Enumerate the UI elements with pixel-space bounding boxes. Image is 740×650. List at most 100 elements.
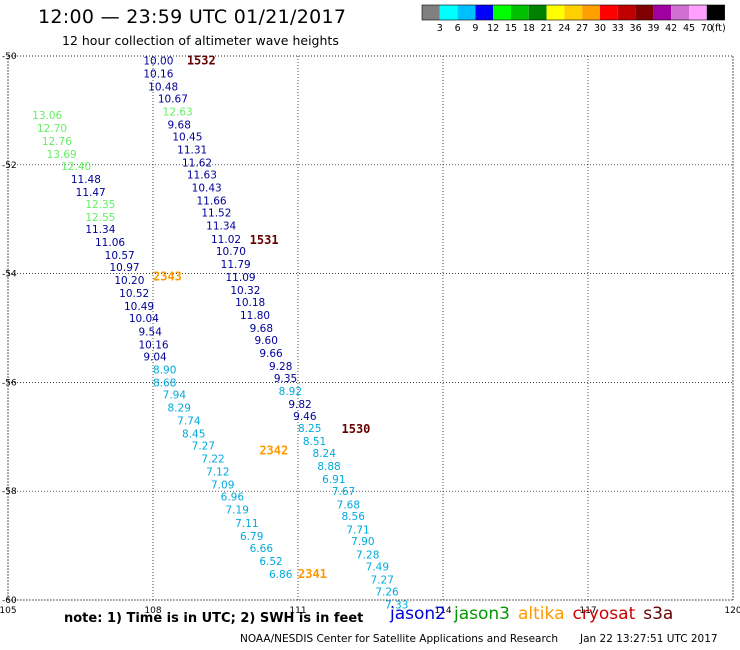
colorbar-label: 45 xyxy=(683,23,695,34)
colorbar-label: 42 xyxy=(665,23,677,34)
pass-time-label: 1531 xyxy=(250,233,279,247)
color-scale-bar: 3 6 9 12 15 18 21 24 27 30 33 36 39 42 45 70(ft) xyxy=(421,4,726,34)
wave-height-value: 10.97 xyxy=(110,262,140,274)
lon-tick-label: 114 xyxy=(434,606,451,616)
pass-time-label: 2343 xyxy=(153,269,182,283)
wave-height-value: 10.67 xyxy=(158,93,188,105)
wave-height-value: 7.74 xyxy=(177,415,201,427)
colorbar-swatch xyxy=(671,5,689,20)
wave-height-value: 7.27 xyxy=(371,574,394,586)
lat-tick-label: -52 xyxy=(2,161,17,171)
wave-height-value: 8.25 xyxy=(298,423,321,435)
colorbar-swatch xyxy=(493,5,511,20)
satellite-legend: jason2 jason3 altika cryosat s3a xyxy=(390,604,681,624)
wave-height-value: 6.52 xyxy=(259,556,282,568)
lat-tick-label: -56 xyxy=(2,378,17,388)
page-subtitle: 12 hour collection of altimeter wave hei… xyxy=(62,33,339,48)
wave-height-value: 7.67 xyxy=(332,486,355,498)
wave-height-value: 11.66 xyxy=(197,196,227,208)
wave-height-value: 11.52 xyxy=(201,208,231,220)
pass-time-label: 1532 xyxy=(187,53,216,67)
wave-height-value: 7.71 xyxy=(346,524,369,536)
lat-tick-label: -54 xyxy=(2,270,17,280)
wave-height-value: 6.86 xyxy=(269,569,293,581)
wave-height-value: 10.48 xyxy=(148,81,178,93)
wave-height-value: 11.79 xyxy=(221,259,251,271)
wave-height-value: 9.28 xyxy=(269,361,292,373)
colorbar-swatch xyxy=(439,5,458,20)
wave-height-value: 8.51 xyxy=(303,436,326,448)
colorbar-label: 18 xyxy=(523,23,535,34)
wave-height-value: 11.80 xyxy=(240,310,270,322)
wave-height-value: 11.34 xyxy=(85,224,115,236)
pass-time-label: 2342 xyxy=(259,443,288,457)
wave-height-value: 12.63 xyxy=(163,106,193,118)
colorbar-label: 39 xyxy=(647,23,659,34)
wave-height-value: 12.55 xyxy=(85,212,115,224)
colorbar-label: 12 xyxy=(487,23,499,34)
wave-height-value: 8.88 xyxy=(317,461,340,473)
colorbar-swatch xyxy=(653,5,672,20)
colorbar-swatch xyxy=(511,5,529,20)
wave-height-value: 11.34 xyxy=(206,221,236,233)
colorbar-frame xyxy=(421,4,725,21)
colorbar-swatch xyxy=(617,5,636,20)
wave-height-value: 11.48 xyxy=(71,174,101,186)
colorbar-label: 6 xyxy=(455,23,461,34)
lon-tick-label: 111 xyxy=(289,606,306,616)
wave-height-value: 8.92 xyxy=(279,386,302,398)
colorbar-label: 9 xyxy=(472,23,478,34)
legend-s3a: s3a xyxy=(643,604,674,624)
wave-height-value: 10.43 xyxy=(192,183,222,195)
colorbar-swatch xyxy=(546,5,565,20)
colorbar-label: 33 xyxy=(612,23,624,34)
wave-height-value: 7.22 xyxy=(201,454,224,466)
wave-height-value: 9.35 xyxy=(274,373,297,385)
colorbar-label: 15 xyxy=(505,23,517,34)
wave-height-value: 7.11 xyxy=(235,518,258,530)
wave-height-value: 11.31 xyxy=(177,145,207,157)
wave-height-value: 10.45 xyxy=(172,132,202,144)
wave-height-value: 7.49 xyxy=(366,561,389,573)
wave-height-value: 13.69 xyxy=(47,149,77,161)
wave-height-value: 7.27 xyxy=(192,441,215,453)
wave-height-value: 10.32 xyxy=(230,285,260,297)
wave-height-value: 7.09 xyxy=(211,480,234,492)
wave-height-value: 11.63 xyxy=(187,170,217,182)
wave-height-value: 7.94 xyxy=(163,389,187,401)
wave-height-value: 10.70 xyxy=(216,246,246,258)
colorbar-swatch xyxy=(564,5,583,20)
wave-height-value: 10.52 xyxy=(119,288,149,300)
colorbar-swatch xyxy=(635,5,654,20)
legend-jason3: jason3 xyxy=(454,604,510,624)
lon-tick-label: 108 xyxy=(144,606,161,616)
colorbar-swatch xyxy=(422,5,440,20)
wave-height-value: 10.04 xyxy=(129,313,159,325)
wave-height-value: 6.96 xyxy=(221,492,245,504)
wave-height-value: 10.16 xyxy=(143,68,173,80)
wave-height-value: 7.28 xyxy=(356,549,379,561)
wave-height-value: 10.18 xyxy=(235,297,265,309)
wave-height-value: 9.82 xyxy=(288,399,311,411)
wave-height-value: 9.66 xyxy=(259,348,283,360)
lon-tick-label: 105 xyxy=(0,606,17,616)
colorbar-swatch xyxy=(528,5,547,20)
colorbar-label: 3 xyxy=(437,23,443,34)
wave-height-value: 6.91 xyxy=(322,474,345,486)
colorbar-swatch xyxy=(689,5,707,20)
colorbar-swatch xyxy=(706,5,725,20)
wave-height-value: 10.49 xyxy=(124,301,154,313)
wave-height-value: 9.60 xyxy=(255,335,278,347)
wave-height-value: 7.68 xyxy=(337,499,360,511)
colorbar-swatch xyxy=(600,5,618,20)
wave-height-value: 9.68 xyxy=(168,120,191,132)
legend-cryosat: cryosat xyxy=(572,604,636,624)
wave-height-value: 6.79 xyxy=(240,531,263,543)
wave-height-value: 12.35 xyxy=(85,199,115,211)
wave-height-value: 12.40 xyxy=(61,161,91,173)
map-frame xyxy=(7,55,734,601)
wave-height-value: 11.47 xyxy=(76,187,106,199)
colorbar-label: 24 xyxy=(558,23,570,34)
wave-height-value: 8.24 xyxy=(313,448,337,460)
